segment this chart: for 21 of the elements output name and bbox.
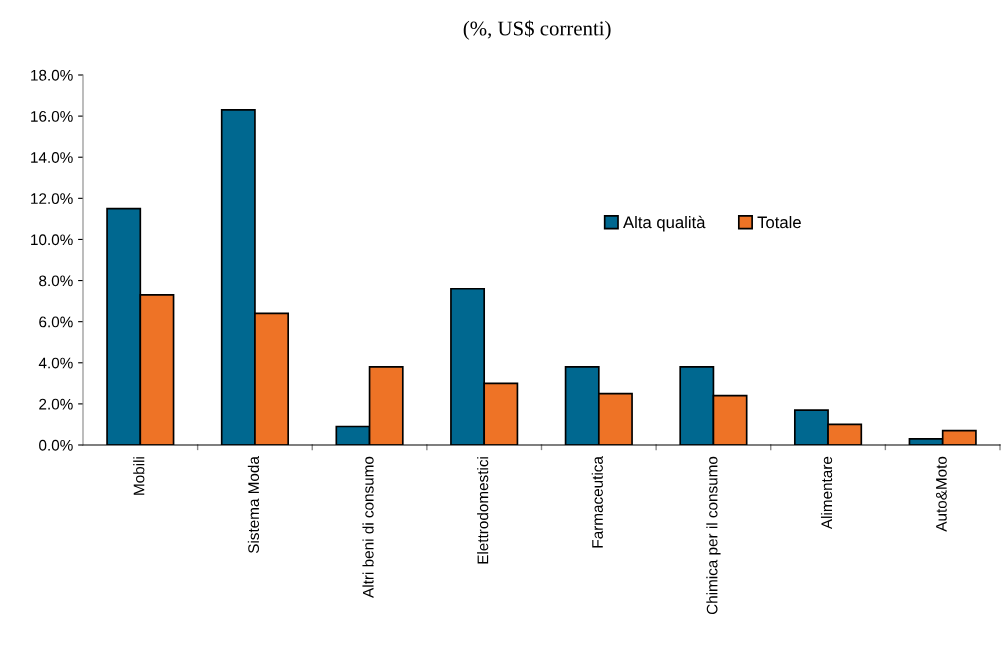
y-tick-label: 10.0% — [31, 234, 73, 246]
x-tick-label: Chimica per il consumo — [706, 456, 721, 615]
x-tick-label: Sistema Moda — [247, 456, 260, 554]
x-tick-label: Auto&Moto — [936, 456, 947, 532]
legend-label: Alta qualità — [623, 215, 706, 232]
y-tick-label: 4.0% — [38, 357, 73, 369]
chart-title: (%, US$ correnti) — [463, 20, 611, 40]
y-tick-label: 2.0% — [39, 398, 73, 410]
y-tick-label: 0.0% — [39, 439, 73, 451]
y-tick-label: 18.0% — [31, 69, 73, 81]
x-tick-label: Elettrodomestici — [477, 457, 489, 564]
y-tick-label: 8.0% — [39, 275, 73, 287]
x-tick-label: Farmaceutica — [591, 456, 603, 548]
y-tick-label: 16.0% — [31, 110, 73, 122]
legend-label: Totale — [757, 216, 801, 229]
y-tick-label: 6.0% — [39, 316, 73, 328]
y-tick-label: 12.0% — [31, 193, 73, 205]
y-tick-label: 14.0% — [31, 152, 73, 163]
x-tick-label: Alimentare — [820, 456, 833, 530]
x-tick-label: Mobili — [133, 457, 145, 495]
x-tick-label: Altri beni di consumo — [362, 456, 374, 598]
